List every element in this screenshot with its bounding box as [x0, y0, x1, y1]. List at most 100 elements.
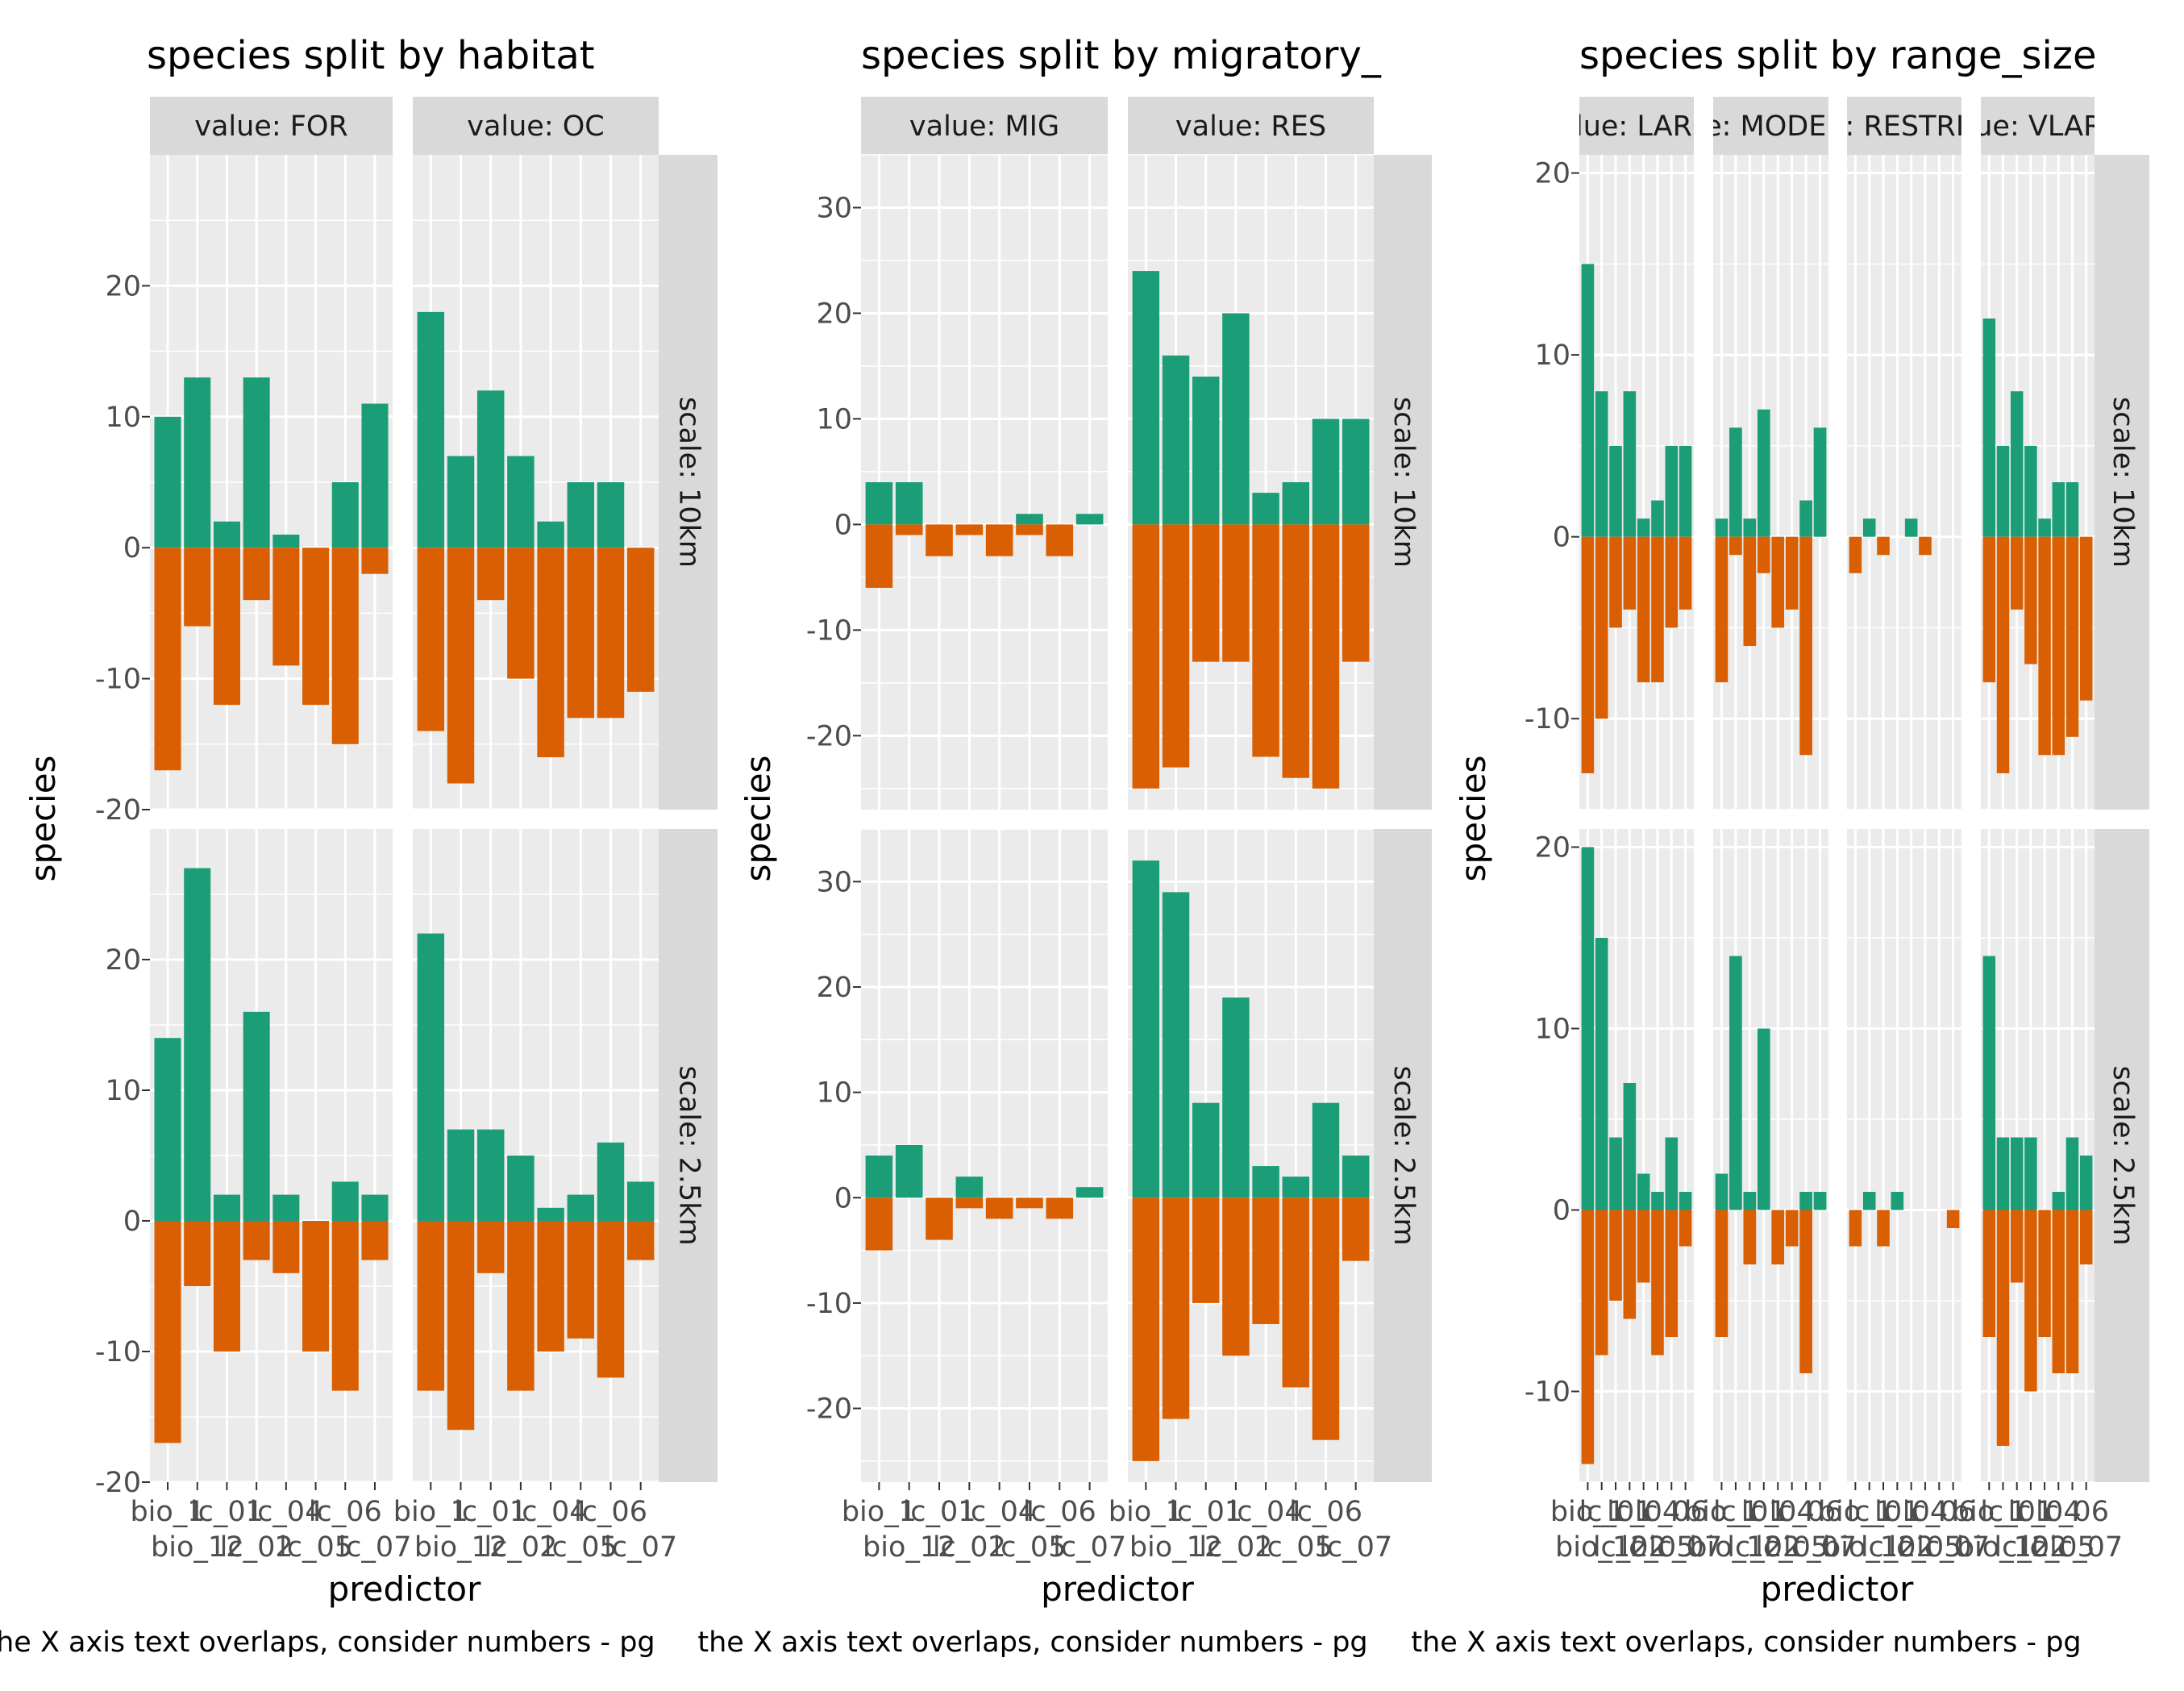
bar-negative-lc_04 — [985, 1197, 1013, 1219]
x-tick-label: bio_1 — [1818, 1496, 1893, 1528]
chart-caption: the X axis text overlaps, consider numbe… — [1411, 1626, 2081, 1659]
bar-positive-lc_06 — [1799, 1192, 1812, 1210]
bar-negative-lc_05 — [567, 1221, 595, 1339]
bar-negative-bio_12 — [895, 524, 923, 535]
bar-negative-lc_04 — [2038, 536, 2051, 756]
y-tick-label: 10 — [816, 1077, 852, 1110]
bar-positive-bio_12 — [1162, 355, 1190, 525]
chart-title: species split by habitat — [147, 33, 595, 78]
bar-positive-bio_12 — [1162, 892, 1190, 1198]
x-tick-label: lc_04 — [249, 1496, 322, 1528]
facet-panel: bio_1lc_01lc_04lc_06bio_12lc_02lc_05lc_0… — [1109, 828, 1392, 1564]
bar-positive-lc_01 — [1743, 519, 1757, 537]
bar-positive-lc_04 — [1637, 519, 1650, 537]
bar-negative-lc_06 — [1799, 536, 1812, 756]
bar-positive-bio_12 — [184, 868, 211, 1221]
x-tick-label: bio_12 — [414, 1531, 507, 1564]
bar-positive-lc_04 — [1637, 1173, 1650, 1210]
facet-strip-right — [659, 829, 718, 1482]
bar-positive-lc_07 — [2079, 1156, 2093, 1210]
y-tick-label: -10 — [1525, 703, 1570, 735]
facet-label-column: value: MODERATE — [1645, 110, 1897, 143]
bar-negative-lc_05 — [2052, 536, 2065, 756]
x-tick-label: lc_02 — [1199, 1531, 1272, 1564]
bar-positive-bio_1 — [154, 416, 181, 548]
bar-positive-bio_12 — [447, 1129, 475, 1221]
bar-positive-bio_1 — [1982, 319, 1996, 537]
bar-negative-bio_1 — [417, 548, 445, 731]
bar-negative-lc_04 — [1252, 1197, 1279, 1325]
bar-positive-lc_06 — [597, 482, 625, 548]
x-tick-label: lc_04 — [1874, 1496, 1948, 1528]
bar-positive-lc_05 — [1282, 1177, 1310, 1198]
bar-positive-bio_1 — [1982, 956, 1996, 1210]
bar-negative-lc_07 — [1679, 1210, 1692, 1247]
x-tick-label: lc_05 — [1888, 1531, 1961, 1564]
facet-panel — [1847, 155, 1961, 810]
x-tick-label: lc_04 — [2008, 1496, 2082, 1528]
facet-panel: bio_1lc_01lc_04lc_06bio_12lc_02lc_05lc_0… — [1952, 829, 2123, 1564]
x-tick-label: lc_05 — [2022, 1531, 2095, 1564]
bar-negative-lc_01 — [1192, 1197, 1220, 1303]
bar-negative-lc_07 — [1946, 1210, 1960, 1228]
facet-strip-top — [1981, 97, 2095, 155]
bar-positive-lc_02 — [1222, 998, 1250, 1198]
bar-negative-lc_06 — [2065, 1210, 2079, 1373]
bar-negative-lc_04 — [1637, 536, 1650, 683]
bar-negative-lc_01 — [213, 1221, 240, 1352]
bar-positive-lc_07 — [1342, 419, 1370, 525]
bar-negative-lc_05 — [1282, 1197, 1310, 1388]
panel-background — [1847, 155, 1961, 810]
x-tick-label: lc_05 — [279, 1531, 352, 1564]
bar-negative-lc_01 — [1192, 524, 1220, 662]
bar-negative-lc_07 — [1679, 536, 1692, 610]
bar-positive-lc_04 — [1252, 1166, 1279, 1198]
chart-1: species split by habitat value: FOR value:… — [23, 33, 718, 1609]
facet-strip-top — [1128, 97, 1374, 155]
bar-negative-lc_02 — [955, 524, 984, 535]
bar-negative-lc_07 — [626, 1221, 655, 1260]
x-axis-title: predictor — [1761, 1569, 1914, 1609]
bar-positive-lc_02 — [2024, 1137, 2037, 1210]
bar-positive-lc_01 — [476, 390, 505, 548]
bar-negative-lc_05 — [567, 548, 595, 718]
bar-positive-lc_04 — [1252, 493, 1279, 525]
bar-negative-lc_05 — [302, 548, 330, 706]
x-tick-label: bio_12 — [1823, 1531, 1916, 1564]
bar-positive-bio_12 — [184, 377, 211, 548]
x-tick-label: lc_06 — [1023, 1496, 1096, 1528]
y-axis-title: species — [23, 756, 63, 882]
facet-label-column: value: FOR — [194, 110, 348, 143]
bar-positive-lc_05 — [1651, 500, 1664, 537]
x-tick-label: lc_07 — [338, 1531, 411, 1564]
bar-negative-bio_1 — [154, 548, 181, 771]
x-tick-label: lc_02 — [220, 1531, 293, 1564]
x-tick-label: lc_01 — [1713, 1496, 1787, 1528]
x-tick-label: lc_07 — [1319, 1531, 1392, 1564]
bar-negative-lc_04 — [1771, 1210, 1785, 1264]
y-tick-label: 10 — [816, 403, 852, 435]
bar-positive-lc_05 — [567, 482, 595, 548]
chart-title: species split by migratory_ — [861, 33, 1382, 78]
bar-negative-lc_05 — [1016, 524, 1043, 535]
facet-label-row: scale: 10km — [673, 397, 705, 568]
y-tick-label: -10 — [806, 614, 852, 647]
bar-positive-lc_02 — [1623, 391, 1637, 537]
facet-strip-right — [2095, 155, 2149, 810]
bar-positive-lc_06 — [1312, 1102, 1340, 1198]
bar-positive-lc_07 — [1813, 427, 1827, 537]
x-tick-label: lc_01 — [190, 1496, 264, 1528]
bar-negative-lc_07 — [626, 548, 655, 692]
x-tick-label: bio_1 — [130, 1496, 205, 1528]
bar-positive-lc_02 — [507, 456, 535, 548]
y-tick-label: 20 — [816, 972, 852, 1004]
x-tick-label: lc_04 — [1741, 1496, 1815, 1528]
facet-panel — [413, 155, 659, 811]
bar-positive-bio_12 — [1729, 427, 1742, 537]
x-tick-label: lc_02 — [1593, 1531, 1666, 1564]
y-tick-label: -20 — [95, 794, 141, 827]
bar-positive-bio_1 — [865, 482, 893, 525]
